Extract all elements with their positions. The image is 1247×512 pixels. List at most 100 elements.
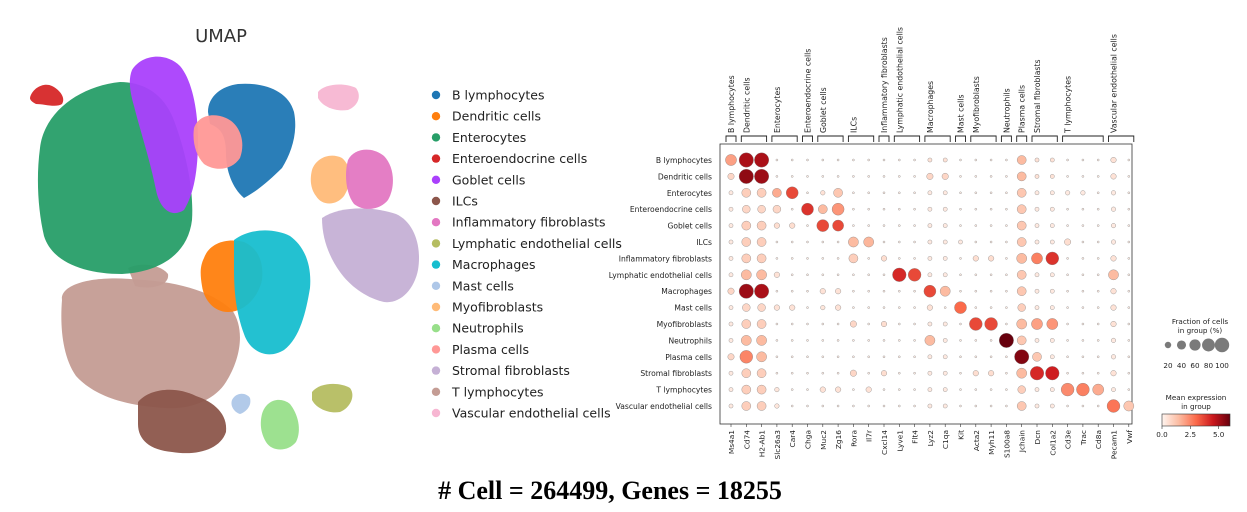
- dot: [942, 239, 948, 245]
- dot: [867, 290, 870, 293]
- umap-cluster-lymphatic-endothelial-cells: [312, 383, 353, 413]
- dot: [942, 206, 948, 212]
- dot: [959, 191, 962, 194]
- dot: [791, 273, 794, 276]
- dot: [1017, 303, 1026, 312]
- dot: [1065, 190, 1071, 196]
- dot: [728, 223, 734, 228]
- dot: [1005, 355, 1008, 358]
- dot: [741, 253, 752, 264]
- legend-label: Goblet cells: [452, 172, 525, 187]
- dot: [819, 386, 826, 393]
- dot: [867, 224, 870, 227]
- dot: [1005, 404, 1008, 408]
- dot: [1034, 338, 1040, 343]
- legend-swatch: [431, 239, 441, 248]
- dot: [913, 158, 916, 162]
- dot: [974, 175, 977, 178]
- dot: [1081, 372, 1085, 375]
- dot: [1097, 191, 1100, 194]
- dot: [942, 403, 948, 409]
- group-label: Goblet cells: [819, 87, 828, 133]
- dot: [988, 370, 995, 377]
- umap-cluster-goblet-cells: [129, 56, 198, 214]
- legend-swatch: [431, 154, 441, 163]
- colorbar-tick-label: 2.5: [1185, 430, 1196, 439]
- dot: [1127, 388, 1130, 391]
- dot: [1029, 366, 1045, 381]
- dot: [806, 191, 809, 194]
- dot: [898, 322, 901, 326]
- dot: [989, 339, 993, 342]
- dot: [974, 191, 977, 194]
- dot: [1016, 286, 1027, 296]
- dot: [959, 257, 962, 260]
- dot: [1005, 208, 1008, 211]
- dot: [942, 354, 948, 360]
- dot: [821, 240, 824, 244]
- gene-label: H2-Ab1: [758, 430, 767, 458]
- group-label: Myofibroblasts: [972, 76, 981, 133]
- row-label: Myofibroblasts: [657, 320, 712, 329]
- dot: [1060, 382, 1075, 397]
- gene-group-brackets: B lymphocytes Dendritic cells Enterocytes E…: [725, 27, 1135, 142]
- dot: [867, 322, 870, 326]
- group-label: Macrophages: [926, 81, 935, 133]
- dot: [757, 303, 766, 312]
- dot: [806, 224, 809, 227]
- legend-label: B lymphocytes: [452, 88, 544, 103]
- dot: [1097, 306, 1100, 309]
- dot: [1005, 388, 1008, 391]
- gene-label: Acta2: [972, 430, 981, 451]
- row-label: Plasma cells: [665, 353, 712, 362]
- dot: [1005, 224, 1008, 227]
- dot: [821, 158, 824, 162]
- dot: [775, 355, 779, 358]
- dot: [926, 304, 933, 311]
- dot: [989, 388, 993, 391]
- dot: [1066, 158, 1069, 162]
- dot: [1127, 224, 1130, 227]
- dot: [1127, 257, 1130, 260]
- dot: [898, 257, 901, 260]
- dot: [1127, 175, 1130, 178]
- legend-swatch: [431, 366, 441, 375]
- dot: [774, 403, 780, 409]
- dot: [944, 306, 947, 309]
- dot: [989, 306, 993, 309]
- dot: [942, 157, 948, 163]
- dot: [806, 257, 809, 260]
- dot: [1110, 288, 1117, 295]
- dot: [741, 401, 752, 411]
- dot: [727, 173, 735, 180]
- dot: [959, 273, 962, 276]
- row-label: Lymphatic endothelial cells: [609, 271, 712, 280]
- dot: [927, 321, 933, 327]
- gene-label: Lyve1: [895, 430, 904, 452]
- dot: [1066, 372, 1069, 375]
- umap-cluster-layer: [30, 56, 420, 454]
- dot: [913, 208, 916, 211]
- dot: [1032, 352, 1042, 362]
- dot: [898, 191, 901, 194]
- gene-labels: Ms4a1 Cd74 H2-Ab1 Slc26a3 Car4 Chga Muc2 Zg16 Ro…: [727, 424, 1134, 459]
- figure-caption: # Cell = 264499, Genes = 18255: [438, 476, 782, 505]
- legend-label: Macrophages: [452, 257, 535, 272]
- dot: [898, 355, 901, 358]
- group-bracket: [1000, 135, 1012, 142]
- dot: [1081, 355, 1085, 358]
- umap-panel: UMAP B lymphocytes Dendritic cells Enteroc…: [30, 26, 622, 454]
- dot: [821, 175, 824, 178]
- dot: [898, 208, 901, 211]
- gene-label: Rora: [849, 430, 858, 447]
- dot: [728, 256, 734, 261]
- dot: [848, 253, 859, 264]
- expression-legend-title: in group: [1181, 402, 1211, 411]
- dot: [942, 272, 948, 278]
- dot: [1111, 223, 1116, 229]
- dot: [1066, 273, 1069, 276]
- umap-legend: B lymphocytes Dendritic cells Enterocytes E…: [431, 88, 622, 421]
- dot: [1045, 251, 1059, 266]
- dot: [820, 190, 826, 196]
